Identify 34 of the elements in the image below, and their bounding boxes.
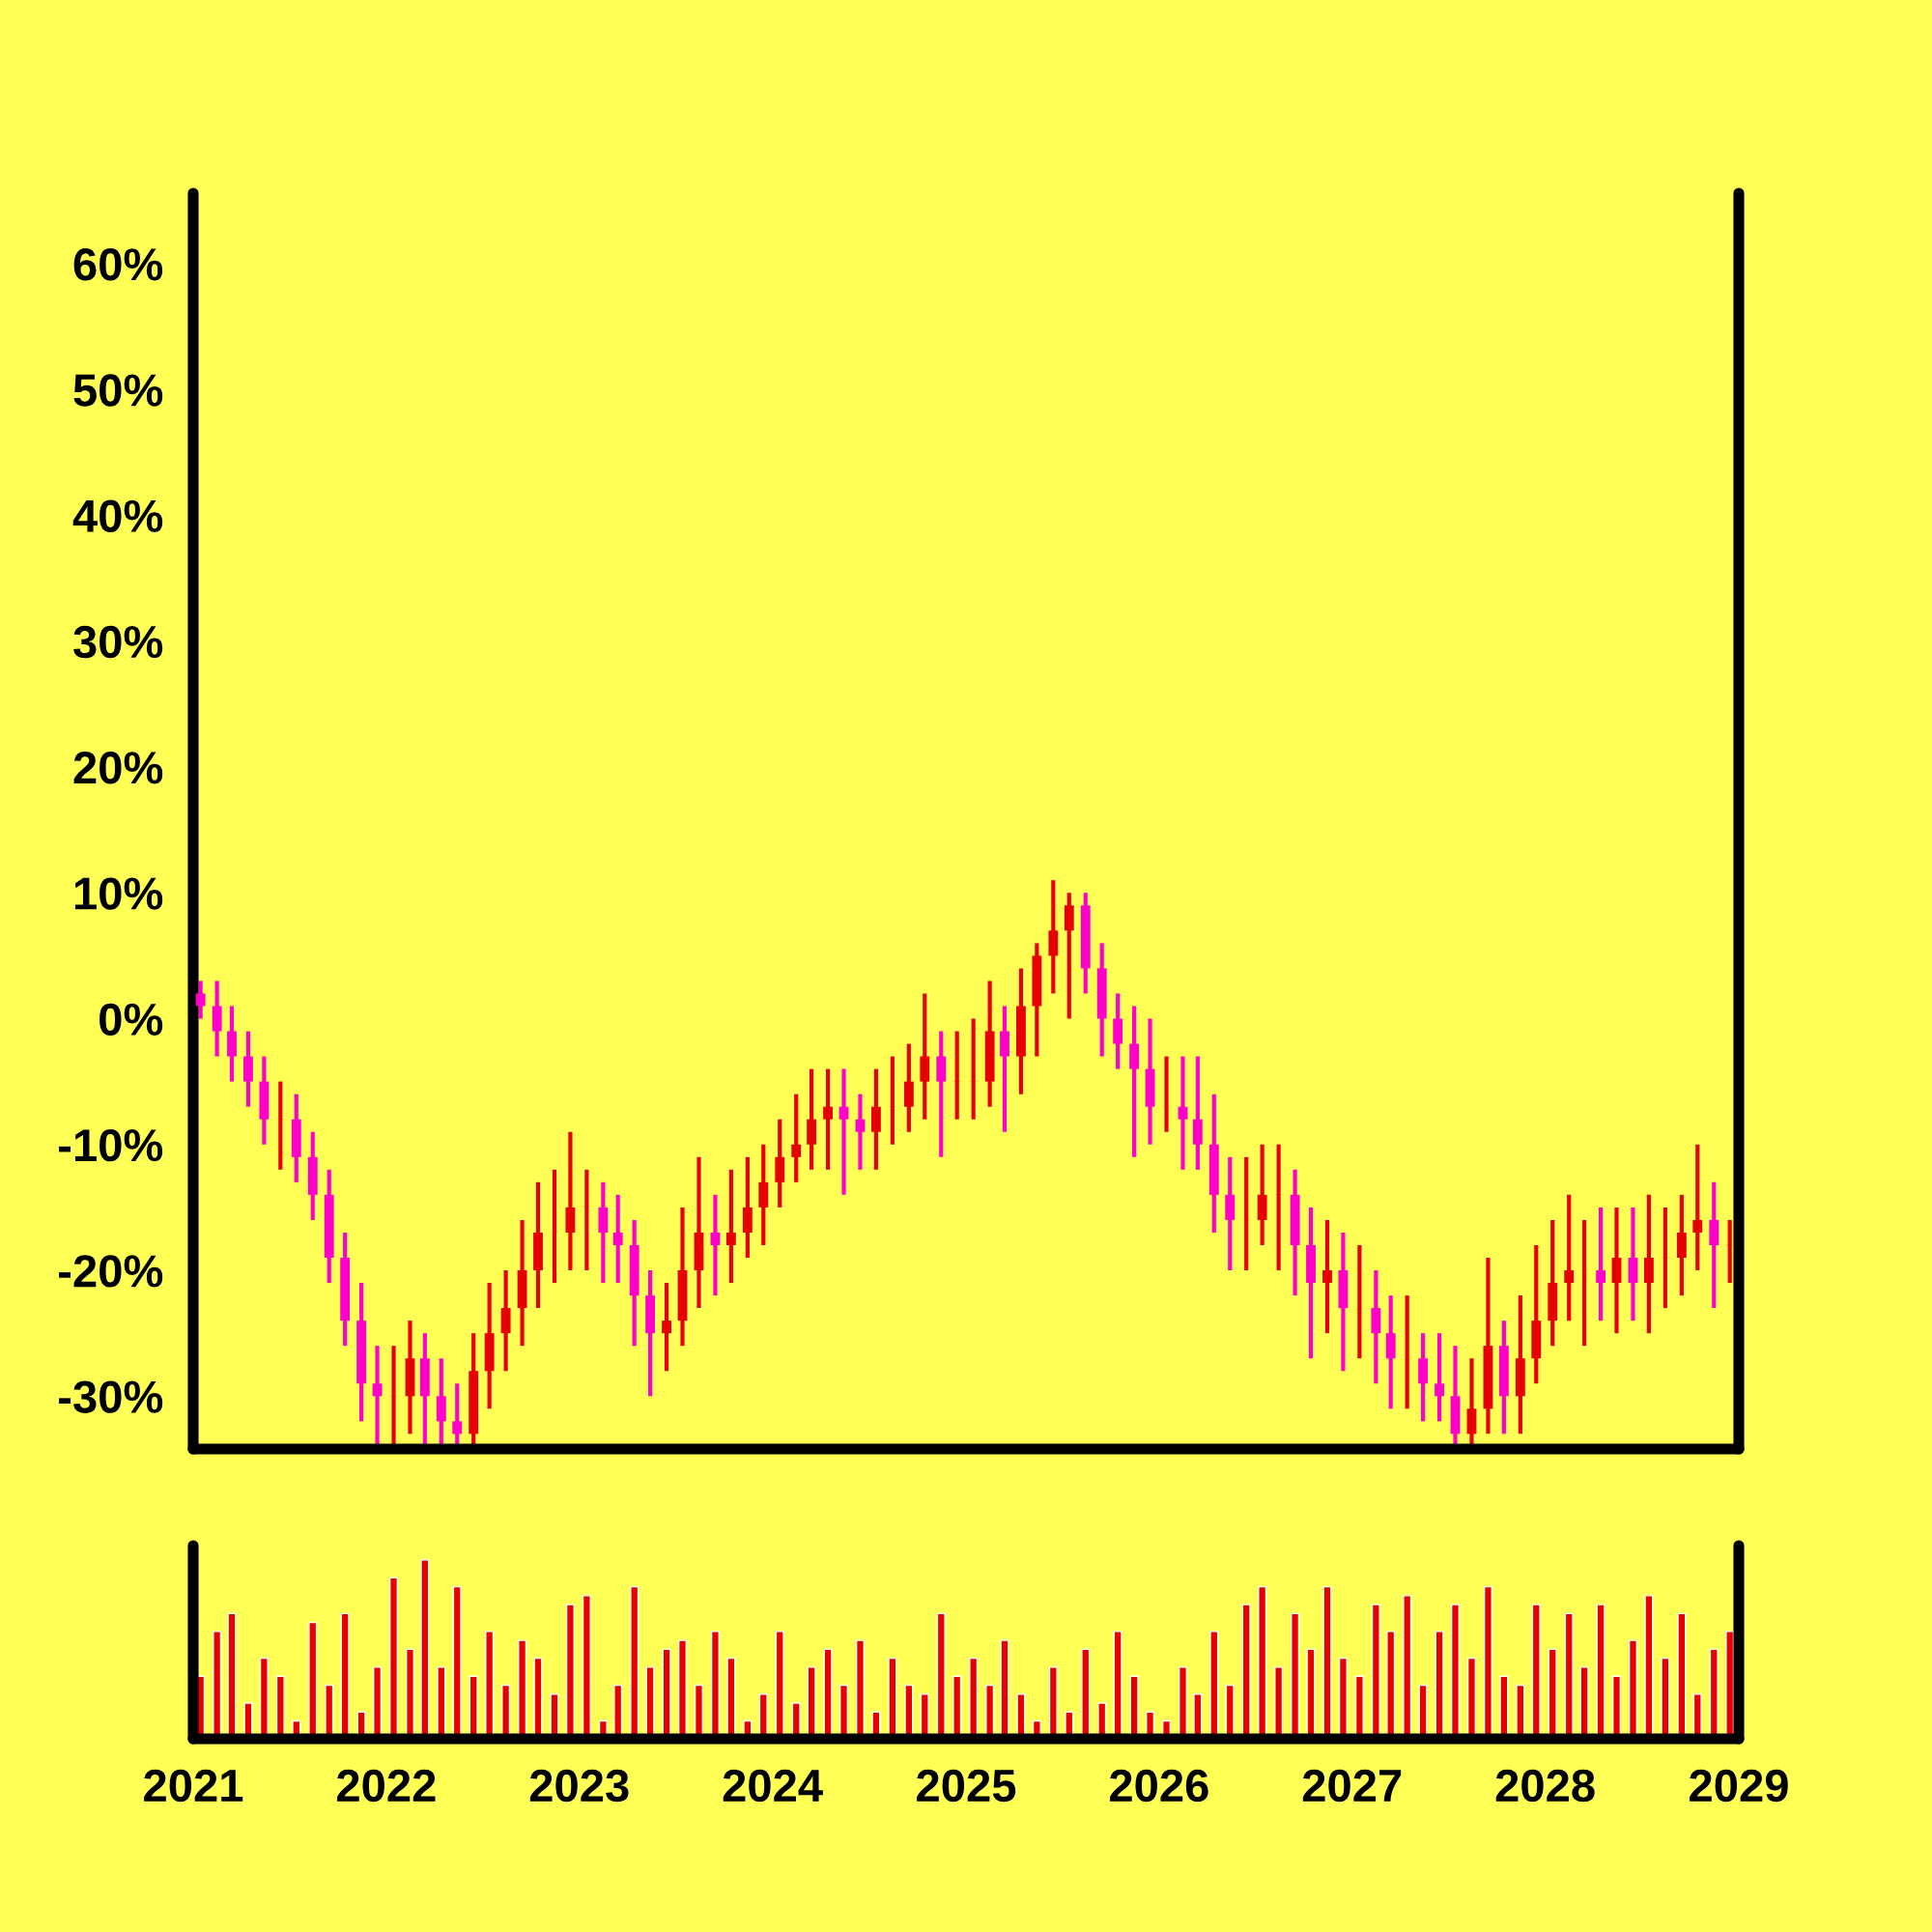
y-tick-label: -30% (59, 1380, 163, 1413)
y-tick-label: 10% (74, 877, 163, 910)
x-tick-label: 2023 (529, 1769, 629, 1803)
candlestick (612, 1194, 623, 1284)
y-tick-label: -20% (59, 1255, 163, 1288)
x-tick-label: 2026 (1109, 1769, 1208, 1803)
candlestick (838, 1068, 849, 1195)
candlestick (855, 1094, 866, 1170)
x-tick-label: 2028 (1495, 1769, 1595, 1803)
x-tick-label: 2027 (1302, 1769, 1402, 1803)
candlestick (725, 1169, 736, 1284)
y-tick-label: 20% (73, 752, 163, 784)
candlestick (791, 1094, 802, 1182)
candlestick (1178, 1056, 1188, 1170)
candlestick (1596, 1207, 1606, 1321)
y-tick-label: -10% (59, 1128, 163, 1162)
candlestick (710, 1194, 721, 1296)
x-tick-label: 2022 (336, 1769, 436, 1803)
candlestick (1322, 1219, 1332, 1334)
candlestick (1692, 1144, 1703, 1271)
x-tick-label: 2025 (917, 1769, 1016, 1803)
y-tick-label: 0% (99, 1003, 163, 1037)
candlestick (823, 1068, 834, 1170)
x-tick-label: 2021 (144, 1769, 243, 1803)
candlestick (195, 980, 206, 1019)
y-tick-label: 50% (73, 374, 163, 407)
candlestick (1564, 1194, 1575, 1321)
x-tick-label: 2029 (1690, 1769, 1788, 1803)
y-tick-label: 40% (72, 499, 163, 533)
y-tick-label: 60% (73, 248, 163, 281)
y-tick-label: 30% (73, 625, 163, 659)
candlestick (1435, 1333, 1444, 1422)
x-tick-label: 2024 (723, 1769, 823, 1803)
candlestick (662, 1283, 671, 1372)
